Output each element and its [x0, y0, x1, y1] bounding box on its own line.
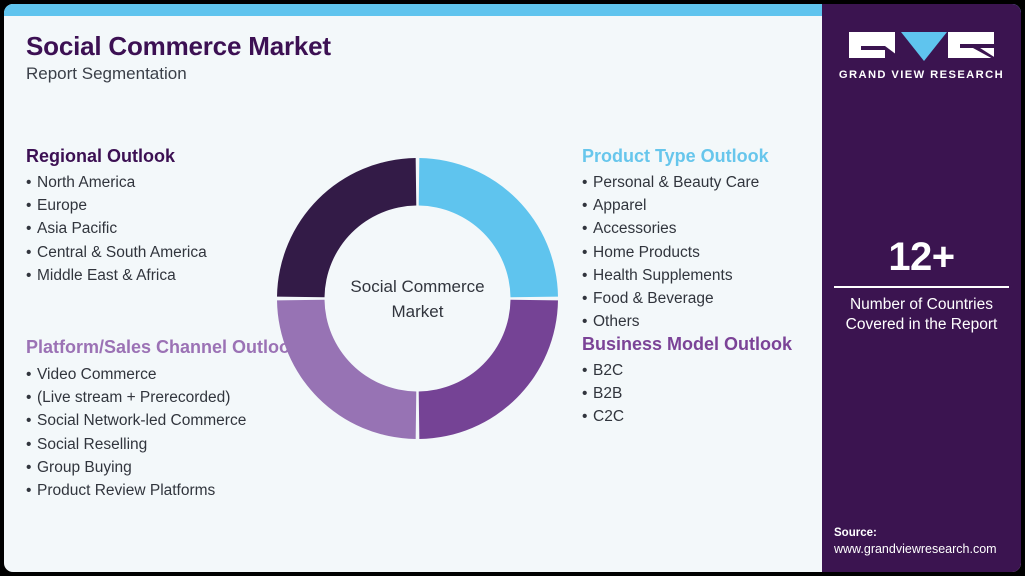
list-item: Others	[582, 310, 769, 333]
list-item: Personal & Beauty Care	[582, 171, 769, 194]
page-title: Social Commerce Market	[26, 31, 331, 61]
gvr-logo-icon	[849, 32, 994, 61]
stat-value: 12+	[888, 235, 955, 279]
donut-segment	[418, 158, 558, 298]
segment-heading-product-type: Product Type Outlook	[582, 146, 769, 166]
list-item: Social Network-led Commerce	[26, 409, 326, 432]
list-item: Home Products	[582, 241, 769, 264]
segment-block-regional: Regional Outlook North America Europe As…	[26, 144, 207, 287]
segment-block-product-type: Product Type Outlook Personal & Beauty C…	[582, 144, 769, 333]
page-subtitle: Report Segmentation	[26, 64, 187, 83]
logo-mark	[849, 30, 994, 62]
brand-side-panel: GRAND VIEW RESEARCH 12+ Number of Countr…	[822, 4, 1021, 572]
list-item: B2B	[582, 382, 792, 405]
source-url[interactable]: www.grandviewresearch.com	[834, 542, 997, 556]
list-item: North America	[26, 171, 207, 194]
list-item: C2C	[582, 405, 792, 428]
segment-block-business-model: Business Model Outlook B2C B2B C2C	[582, 332, 792, 429]
donut-segment	[418, 299, 558, 439]
list-item: Central & South America	[26, 241, 207, 264]
stat-caption-line1: Number of Countries	[849, 296, 993, 313]
stat-block-countries: 12+ Number of Countries Covered in the R…	[822, 234, 1021, 335]
list-item: Health Supplements	[582, 264, 769, 287]
content-area: Social Commerce Market Report Segmentati…	[4, 16, 822, 572]
list-item: Apparel	[582, 194, 769, 217]
list-item: Product Review Platforms	[26, 479, 326, 502]
donut-segment	[277, 299, 417, 439]
list-item: Europe	[26, 194, 207, 217]
list-item: Food & Beverage	[582, 287, 769, 310]
source-label: Source:	[834, 527, 877, 539]
list-item: Video Commerce	[26, 363, 326, 386]
top-accent-bar	[4, 4, 1021, 16]
donut-segment	[277, 158, 417, 298]
stat-divider	[834, 286, 1009, 288]
segment-heading-business-model: Business Model Outlook	[582, 334, 793, 354]
segment-list-business-model: B2C B2B C2C	[582, 359, 792, 429]
list-item: Accessories	[582, 217, 769, 240]
source-footer: Source: www.grandviewresearch.com	[834, 525, 1021, 558]
grand-view-research-logo: GRAND VIEW RESEARCH	[822, 30, 1021, 81]
segment-list-product-type: Personal & Beauty Care Apparel Accessori…	[582, 171, 769, 333]
donut-chart: Social Commerce Market	[277, 158, 558, 439]
donut-chart-svg	[277, 158, 558, 439]
segment-heading-regional: Regional Outlook	[26, 146, 176, 166]
list-item: Middle East & Africa	[26, 264, 207, 287]
stat-caption-line2: Covered in the Report	[845, 316, 998, 333]
segment-list-regional: North America Europe Asia Pacific Centra…	[26, 171, 207, 287]
list-item: Group Buying	[26, 456, 326, 479]
list-item: Asia Pacific	[26, 217, 207, 240]
segment-block-platform: Platform/Sales Channel Outlook Video Com…	[26, 334, 326, 502]
segment-list-platform: Video Commerce (Live stream + Prerecorde…	[26, 363, 326, 502]
list-item: B2C	[582, 359, 792, 382]
logo-wordmark: GRAND VIEW RESEARCH	[838, 69, 1005, 81]
list-item: Social Reselling	[26, 433, 326, 456]
segment-heading-platform: Platform/Sales Channel Outlook	[26, 337, 301, 357]
list-item: (Live stream + Prerecorded)	[26, 386, 326, 409]
